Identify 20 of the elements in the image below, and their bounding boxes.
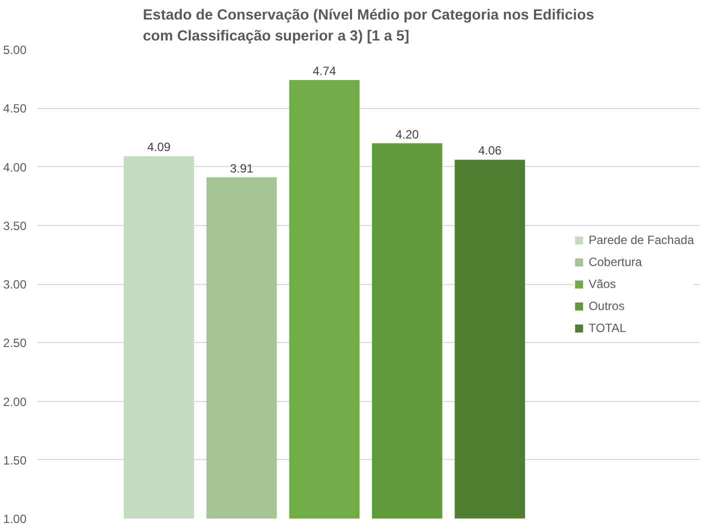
data-label: 4.20 [395, 127, 420, 142]
y-tick-label: 1.50 [3, 453, 27, 468]
data-label: 3.91 [230, 161, 254, 176]
data-label: 4.74 [312, 64, 336, 78]
legend-label: Cobertura [588, 254, 642, 268]
y-tick-label: 4.00 [3, 160, 27, 174]
legend-label: TOTAL [588, 320, 626, 334]
data-label: 4.06 [478, 144, 502, 158]
legend-label: Parede de Fachada [588, 232, 694, 246]
chart-title: Estado de Conservação (Nível Médio por Categoria nos Edificios com Classificação superior a 3) [1 a 5] [142, 8, 594, 44]
y-tick-label: 1.00 [3, 512, 27, 526]
y-tick-label: 5.00 [3, 43, 27, 57]
y-tick-label: 3.00 [3, 278, 27, 292]
y-tick-label: 2.50 [3, 336, 27, 350]
data-label: 4.09 [147, 140, 171, 154]
legend-label: Vãos [588, 276, 616, 290]
y-tick-label: 4.50 [3, 102, 27, 116]
legend-label: Outros [588, 298, 625, 312]
y-tick-label: 2.00 [3, 394, 27, 409]
y-tick-label: 3.50 [3, 218, 27, 233]
